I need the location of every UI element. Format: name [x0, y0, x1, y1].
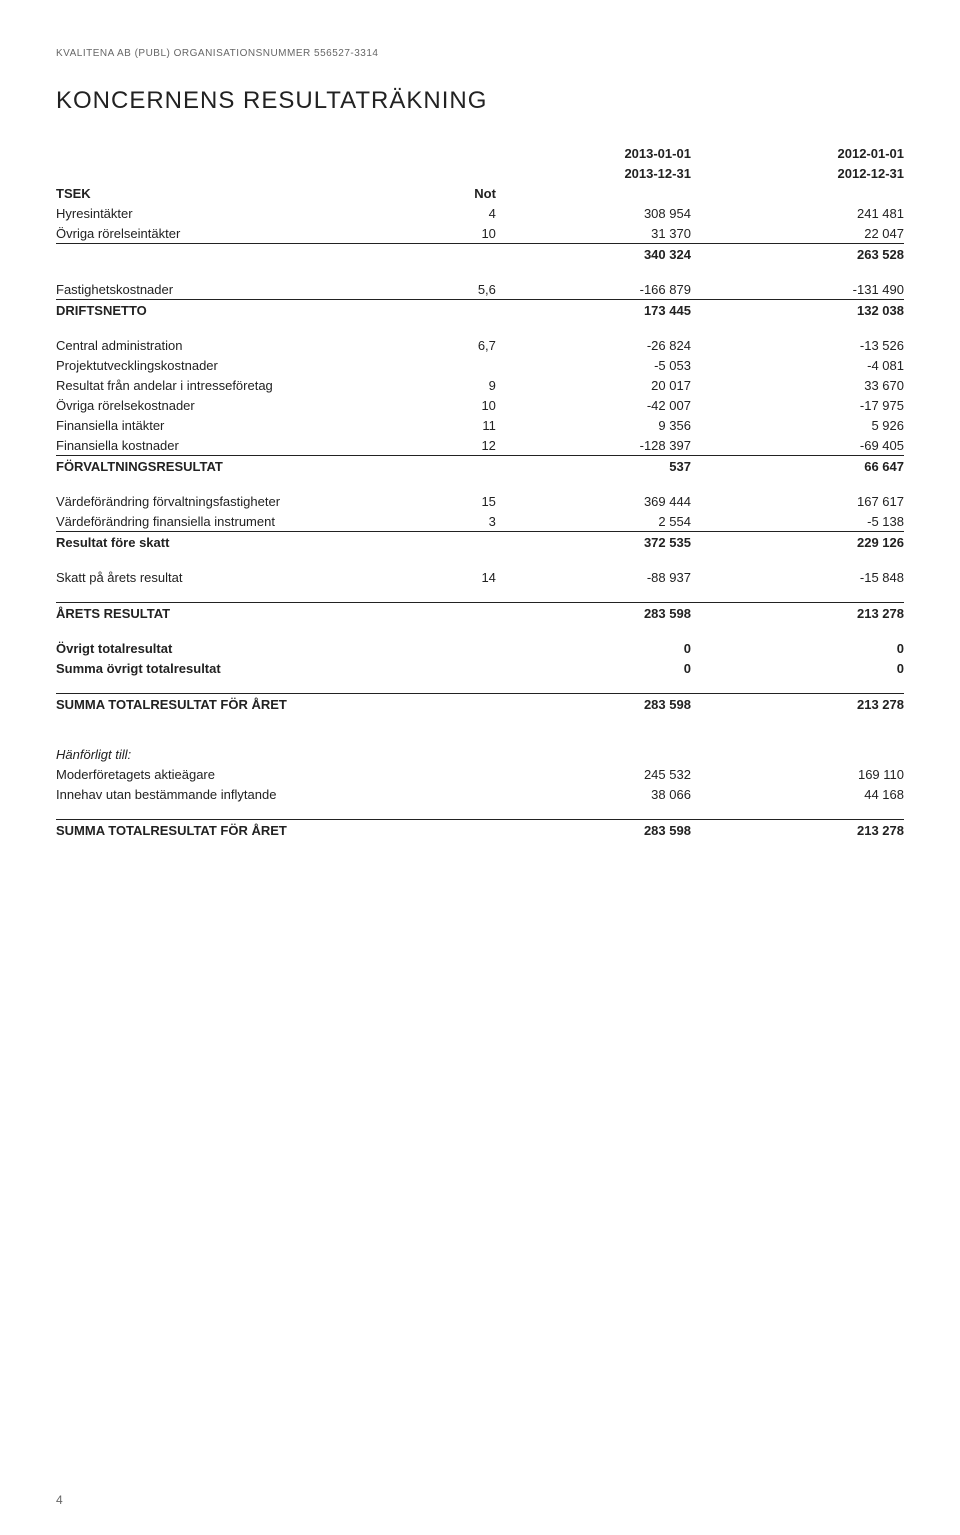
summa-ovrigt-c2: 0 [709, 658, 904, 678]
hanforligt-heading: Hänförligt till: [56, 744, 446, 764]
table-row-note: 6,7 [446, 335, 514, 355]
table-row-c1: 369 444 [514, 491, 709, 511]
summa-ovrigt-c1: 0 [514, 658, 709, 678]
table-row-desc: Finansiella intäkter [56, 415, 446, 435]
table-row-c1: 31 370 [514, 223, 709, 244]
table-row-note: 5,6 [446, 279, 514, 300]
income-statement-table: 2013-01-01 2012-01-01 2013-12-31 2012-12… [56, 143, 904, 840]
table-row-c1: 38 066 [514, 784, 709, 804]
summa-total2-label: SUMMA TOTALRESULTAT FÖR ÅRET [56, 820, 446, 841]
table-row-desc: Övriga rörelsekostnader [56, 395, 446, 415]
table-row-c1: -42 007 [514, 395, 709, 415]
subtotal-c1: 340 324 [514, 244, 709, 265]
table-row-c1: 20 017 [514, 375, 709, 395]
table-row-c2: -15 848 [709, 567, 904, 587]
table-row-note: 10 [446, 395, 514, 415]
arets-resultat-c1: 283 598 [514, 603, 709, 624]
table-row-c2: -69 405 [709, 435, 904, 456]
table-row-note: 4 [446, 203, 514, 223]
page-title: KONCERNENS RESULTATRÄKNING [56, 87, 904, 115]
table-row-c2: -5 138 [709, 511, 904, 532]
table-row-c2: 167 617 [709, 491, 904, 511]
driftsnetto-c1: 173 445 [514, 300, 709, 321]
table-row-desc: Finansiella kostnader [56, 435, 446, 456]
table-row-desc: Övriga rörelseintäkter [56, 223, 446, 244]
table-row-desc: Central administration [56, 335, 446, 355]
table-row-desc: Värdeförändring förvaltningsfastigheter [56, 491, 446, 511]
resultat-fore-skatt-c1: 372 535 [514, 532, 709, 553]
table-row-c1: -88 937 [514, 567, 709, 587]
forvaltning-c2: 66 647 [709, 456, 904, 477]
period-2-end: 2012-12-31 [709, 163, 904, 183]
page-number: 4 [56, 1493, 63, 1507]
table-row-desc: Fastighetskostnader [56, 279, 446, 300]
summa-total-label: SUMMA TOTALRESULTAT FÖR ÅRET [56, 694, 446, 715]
period-2-start: 2012-01-01 [709, 143, 904, 163]
table-row-note: 3 [446, 511, 514, 532]
resultat-fore-skatt-label: Resultat före skatt [56, 532, 446, 553]
forvaltning-label: FÖRVALTNINGSRESULTAT [56, 456, 446, 477]
summa-total-c1: 283 598 [514, 694, 709, 715]
table-row-note: 11 [446, 415, 514, 435]
not-label: Not [446, 183, 514, 203]
table-row-desc: Resultat från andelar i intresseföretag [56, 375, 446, 395]
subtotal-c2: 263 528 [709, 244, 904, 265]
arets-resultat-c2: 213 278 [709, 603, 904, 624]
table-row-c1: -26 824 [514, 335, 709, 355]
table-row-c2: -4 081 [709, 355, 904, 375]
table-row-c2: 33 670 [709, 375, 904, 395]
period-1-end: 2013-12-31 [514, 163, 709, 183]
driftsnetto-c2: 132 038 [709, 300, 904, 321]
driftsnetto-label: DRIFTSNETTO [56, 300, 446, 321]
table-row-c1: -166 879 [514, 279, 709, 300]
period-1-start: 2013-01-01 [514, 143, 709, 163]
table-row-c1: 9 356 [514, 415, 709, 435]
table-row-c2: 44 168 [709, 784, 904, 804]
table-row-note: 9 [446, 375, 514, 395]
table-row-c1: 308 954 [514, 203, 709, 223]
summa-total2-c2: 213 278 [709, 820, 904, 841]
table-row-c2: 5 926 [709, 415, 904, 435]
table-row-c1: 245 532 [514, 764, 709, 784]
table-row-c1: 2 554 [514, 511, 709, 532]
table-row-note: 12 [446, 435, 514, 456]
table-row-c2: -13 526 [709, 335, 904, 355]
table-row-desc: Skatt på årets resultat [56, 567, 446, 587]
table-row-desc: Värdeförändring finansiella instrument [56, 511, 446, 532]
table-row-c2: -131 490 [709, 279, 904, 300]
ovrigt-total-c2: 0 [709, 638, 904, 658]
table-row-note: 15 [446, 491, 514, 511]
table-row-desc: Projektutvecklingskostnader [56, 355, 446, 375]
table-row-desc: Innehav utan bestämmande inflytande [56, 784, 446, 804]
table-row-c1: -5 053 [514, 355, 709, 375]
arets-resultat-label: ÅRETS RESULTAT [56, 603, 446, 624]
table-row-c2: 22 047 [709, 223, 904, 244]
table-row-c2: 169 110 [709, 764, 904, 784]
document-header: KVALITENA AB (PUBL) ORGANISATIONSNUMMER … [56, 48, 904, 59]
table-row-c1: -128 397 [514, 435, 709, 456]
table-row-desc: Hyresintäkter [56, 203, 446, 223]
table-row-desc: Moderföretagets aktieägare [56, 764, 446, 784]
table-row-c2: -17 975 [709, 395, 904, 415]
resultat-fore-skatt-c2: 229 126 [709, 532, 904, 553]
table-row-note: 14 [446, 567, 514, 587]
table-row-note [446, 355, 514, 375]
table-row-note: 10 [446, 223, 514, 244]
summa-ovrigt-label: Summa övrigt totalresultat [56, 658, 446, 678]
table-row-c2: 241 481 [709, 203, 904, 223]
ovrigt-total-label: Övrigt totalresultat [56, 638, 446, 658]
summa-total2-c1: 283 598 [514, 820, 709, 841]
tsek-label: TSEK [56, 183, 446, 203]
summa-total-c2: 213 278 [709, 694, 904, 715]
ovrigt-total-c1: 0 [514, 638, 709, 658]
forvaltning-c1: 537 [514, 456, 709, 477]
